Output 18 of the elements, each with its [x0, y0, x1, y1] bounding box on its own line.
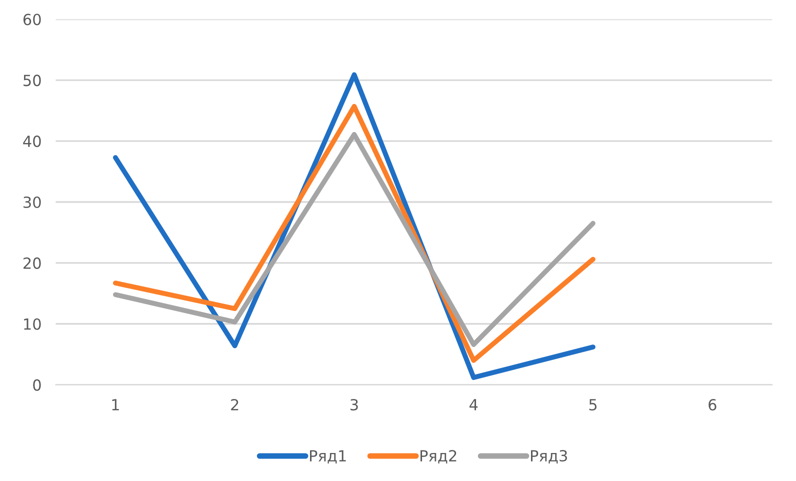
- legend-label: Ряд3: [531, 450, 567, 464]
- x-tick-label: 5: [589, 399, 597, 411]
- line-series: [112, 132, 596, 348]
- y-tick-label: 0: [33, 379, 41, 391]
- x-tick-label: 3: [350, 398, 358, 411]
- x-tick-label: 4: [470, 399, 478, 410]
- y-tick-label: 50: [24, 74, 41, 86]
- y-tick-label: 30: [24, 196, 41, 208]
- y-tick-label: 60: [23, 14, 41, 26]
- x-tick-label: 1: [112, 399, 119, 410]
- legend-label: Ряд2: [420, 450, 456, 464]
- line-series: [112, 104, 596, 363]
- y-tick-label: 20: [24, 257, 41, 269]
- x-tick-label: 2: [231, 398, 238, 410]
- y-tick-label: 40: [23, 136, 41, 148]
- legend-label: Ряд1: [310, 450, 346, 464]
- y-tick-label: 10: [24, 318, 41, 330]
- x-tick-label: 6: [708, 398, 716, 411]
